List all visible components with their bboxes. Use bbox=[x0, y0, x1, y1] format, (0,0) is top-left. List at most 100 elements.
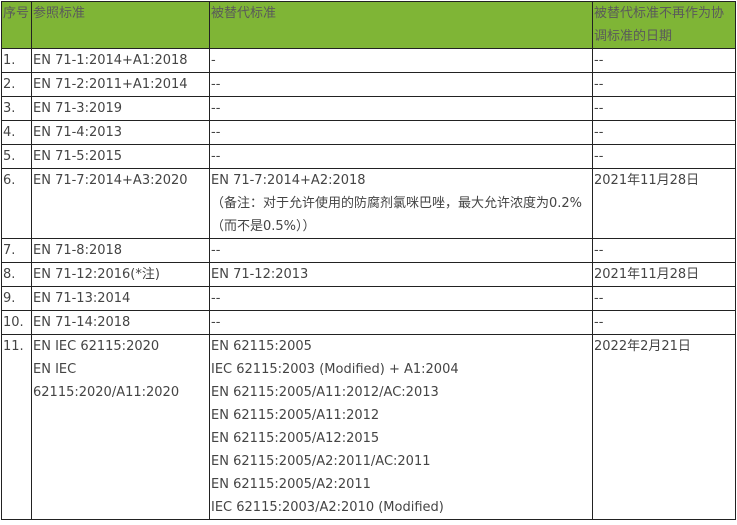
cell-text: 9. bbox=[3, 291, 16, 306]
cell-replaced: -- bbox=[209, 72, 593, 97]
cell-line: -- bbox=[211, 243, 221, 258]
cell-text: -- bbox=[594, 101, 604, 116]
cell-date: -- bbox=[592, 48, 736, 73]
header-row: 序号 参照标准 被替代标准 被替代标准不再作为协调标准的日期 bbox=[1, 1, 736, 49]
cell-text: -- bbox=[594, 149, 604, 164]
cell-line: EN 62115:2005 bbox=[211, 339, 312, 354]
cell-text: 11. bbox=[3, 339, 24, 354]
cell-text: 6. bbox=[3, 173, 16, 188]
cell-line: EN 71-3:2019 bbox=[33, 101, 123, 116]
cell-line: IEC 62115:2003/A2:2010 (Modified) bbox=[211, 500, 444, 515]
cell-text: -- bbox=[594, 53, 604, 68]
cell-ref: EN 71-13:2014 bbox=[31, 286, 210, 311]
table-row: 2. EN 71-2:2011+A1:2014 -- -- bbox=[1, 72, 736, 97]
cell-date: -- bbox=[592, 72, 736, 97]
cell-ref: EN 71-4:2013 bbox=[31, 120, 210, 145]
cell-line: EN 71-13:2014 bbox=[33, 291, 131, 306]
cell-no: 11. bbox=[1, 334, 32, 520]
cell-no: 9. bbox=[1, 286, 32, 311]
cell-replaced: - bbox=[209, 48, 593, 73]
cell-date: -- bbox=[592, 310, 736, 335]
cell-date: -- bbox=[592, 144, 736, 169]
table-row: 1. EN 71-1:2014+A1:2018- -- bbox=[1, 48, 736, 73]
cell-line: EN 71-2:2011+A1:2014 bbox=[33, 77, 188, 92]
cell-replaced: EN 71-12:2013 bbox=[209, 262, 593, 287]
cell-date: -- bbox=[592, 96, 736, 121]
cell-line: - bbox=[211, 53, 216, 68]
cell-line: EN 62115:2005/A2:2011/AC:2011 bbox=[211, 454, 431, 469]
cell-date: 2021年11月28日 bbox=[592, 168, 736, 239]
table-row: 6. EN 71-7:2014+A3:2020 EN 71-7:2014+A2:20… bbox=[1, 168, 736, 239]
table-row: 3. EN 71-3:2019 -- -- bbox=[1, 96, 736, 121]
cell-line: EN 62115:2005/A11:2012 bbox=[211, 408, 380, 423]
cell-date: -- bbox=[592, 238, 736, 263]
cell-line: IEC 62115:2003 (Modified) + A1:2004 bbox=[211, 362, 459, 377]
cell-text: -- bbox=[594, 125, 604, 140]
cell-text: 10. bbox=[3, 315, 24, 330]
cell-line: -- bbox=[211, 101, 221, 116]
cell-replaced: -- bbox=[209, 238, 593, 263]
cell-no: 1. bbox=[1, 48, 32, 73]
table-row: 4. EN 71-4:2013 -- -- bbox=[1, 120, 736, 145]
cell-text: -- bbox=[594, 315, 604, 330]
cell-replaced: -- bbox=[209, 96, 593, 121]
cell-line: EN 71-7:2014+A2:2018 bbox=[211, 173, 366, 188]
cell-no: 8. bbox=[1, 262, 32, 287]
cell-date: -- bbox=[592, 120, 736, 145]
cell-text: -- bbox=[594, 243, 604, 258]
cell-line: （备注：对于允许使用的防腐剂氯咪巴唑，最大允许浓度为0.2%（而不是0.5%）） bbox=[211, 196, 583, 234]
cell-line: EN IEC 62115:2020/A11:2020 bbox=[33, 362, 180, 400]
cell-ref: EN 71-12:2016(*注) bbox=[31, 262, 210, 287]
cell-text: 2. bbox=[3, 77, 16, 92]
header-ref: 参照标准 bbox=[31, 1, 210, 49]
cell-date: 2022年2月21日 bbox=[592, 334, 736, 520]
cell-line: EN 71-4:2013 bbox=[33, 125, 123, 140]
cell-replaced: -- bbox=[209, 310, 593, 335]
cell-line: -- bbox=[211, 149, 221, 164]
table-row: 5. EN 71-5:2015 -- -- bbox=[1, 144, 736, 169]
cell-line: EN 62115:2005/A11:2012/AC:2013 bbox=[211, 385, 439, 400]
cell-line: EN 71-12:2013 bbox=[211, 267, 309, 282]
cell-replaced: -- bbox=[209, 286, 593, 311]
cell-ref: EN 71-7:2014+A3:2020 bbox=[31, 168, 210, 239]
cell-text: 4. bbox=[3, 125, 16, 140]
header-no: 序号 bbox=[1, 1, 32, 49]
cell-replaced: -- bbox=[209, 120, 593, 145]
cell-line: EN 71-7:2014+A3:2020 bbox=[33, 173, 188, 188]
cell-no: 3. bbox=[1, 96, 32, 121]
cell-line: EN 71-14:2018 bbox=[33, 315, 131, 330]
cell-ref: EN 71-8:2018 bbox=[31, 238, 210, 263]
cell-text: 8. bbox=[3, 267, 16, 282]
cell-line: EN 71-1:2014+A1:2018 bbox=[33, 53, 188, 68]
cell-text: 7. bbox=[3, 243, 16, 258]
cell-ref: EN 71-3:2019 bbox=[31, 96, 210, 121]
cell-no: 6. bbox=[1, 168, 32, 239]
cell-no: 5. bbox=[1, 144, 32, 169]
cell-line: -- bbox=[211, 315, 221, 330]
table-row: 7. EN 71-8:2018 -- -- bbox=[1, 238, 736, 263]
cell-line: -- bbox=[211, 291, 221, 306]
cell-date: 2021年11月28日 bbox=[592, 262, 736, 287]
cell-ref: EN 71-1:2014+A1:2018 bbox=[31, 48, 210, 73]
cell-line: EN 71-5:2015 bbox=[33, 149, 123, 164]
cell-line: EN 62115:2005/A12:2015 bbox=[211, 431, 380, 446]
cell-no: 4. bbox=[1, 120, 32, 145]
cell-replaced: EN 71-7:2014+A2:2018 （备注：对于允许使用的防腐剂氯咪巴唑，最… bbox=[209, 168, 593, 239]
header-replaced: 被替代标准 bbox=[209, 1, 593, 49]
cell-line: EN 71-12:2016(*注) bbox=[33, 267, 160, 282]
cell-text: 2021年11月28日 bbox=[594, 173, 700, 188]
cell-text: 3. bbox=[3, 101, 16, 116]
header-date: 被替代标准不再作为协调标准的日期 bbox=[592, 1, 736, 49]
cell-ref: EN IEC 62115:2020 EN IEC 62115:2020/A11:2… bbox=[31, 334, 210, 520]
table-row: 10. EN 71-14:2018 -- -- bbox=[1, 310, 736, 335]
cell-no: 10. bbox=[1, 310, 32, 335]
cell-text: -- bbox=[594, 77, 604, 92]
cell-text: 1. bbox=[3, 53, 16, 68]
table-row: 9. EN 71-13:2014 -- -- bbox=[1, 286, 736, 311]
cell-ref: EN 71-5:2015 bbox=[31, 144, 210, 169]
cell-text: 2022年2月21日 bbox=[594, 339, 691, 354]
table-row: 8. EN 71-12:2016(*注) EN 71-12:2013 2021年11月… bbox=[1, 262, 736, 287]
cell-no: 2. bbox=[1, 72, 32, 97]
cell-line: -- bbox=[211, 77, 221, 92]
